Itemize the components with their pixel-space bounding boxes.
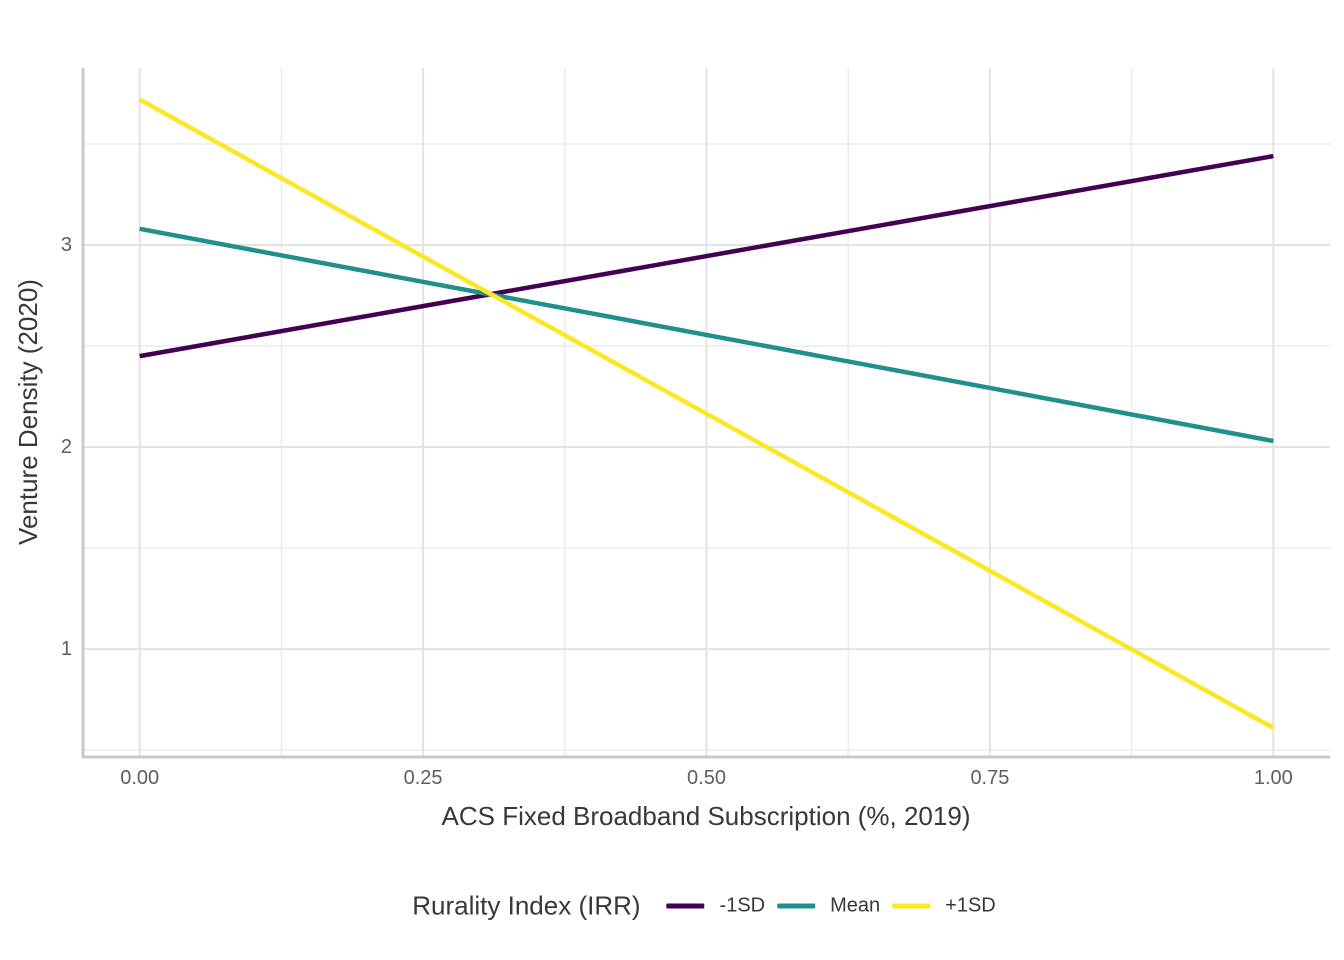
x-tick-label: 0.25 [403, 767, 443, 789]
legend-item-label: -1SD [719, 894, 766, 917]
legend-item-label: Mean [830, 894, 881, 917]
legend-item-label: +1SD [945, 894, 996, 917]
legend-key-line-minus-1sd [666, 903, 705, 909]
grid-major-lines [83, 68, 1330, 757]
legend-items: -1SD Mean +1SD [655, 895, 996, 918]
x-tick-label: 0.00 [120, 767, 160, 789]
series-line-minus-1sd [139, 153, 1274, 359]
x-tick-label: 0.75 [970, 767, 1010, 789]
series-line-plus-1sd [138, 97, 1275, 730]
series-line-mean [139, 226, 1274, 444]
legend: Rurality Index (IRR) -1SD Mean +1SD [412, 891, 995, 922]
y-tick-label: 1 [60, 638, 72, 661]
legend-item-mean: Mean [777, 895, 880, 918]
y-tick-label: 2 [60, 436, 72, 459]
x-tick-label: 0.50 [687, 767, 726, 789]
legend-key-line-plus-1sd [892, 903, 931, 909]
x-axis-title: ACS Fixed Broadband Subscription (%, 201… [441, 801, 971, 831]
y-tick-label: 3 [60, 233, 72, 256]
y-axis-title: Venture Density (2020) [13, 279, 43, 545]
legend-item-minus-1sd: -1SD [666, 894, 766, 918]
legend-title: Rurality Index (IRR) [412, 890, 641, 921]
axis-lines [81, 68, 1330, 759]
series-lines [138, 97, 1275, 730]
x-tick-label: 1.00 [1253, 767, 1293, 789]
legend-key-line-mean [777, 903, 816, 909]
legend-item-plus-1sd: +1SD [892, 895, 996, 918]
